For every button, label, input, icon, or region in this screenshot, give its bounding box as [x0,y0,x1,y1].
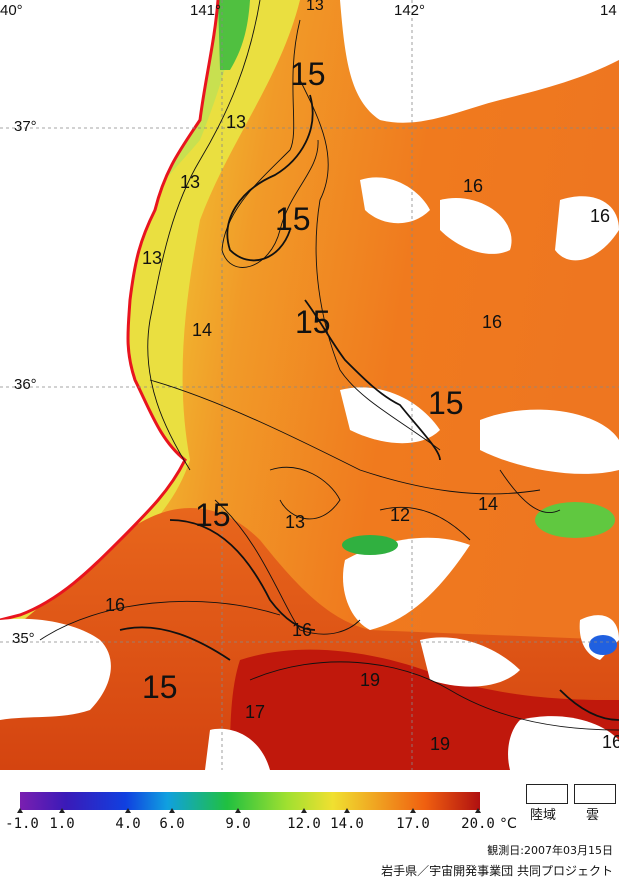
cold-eddy-east [535,502,615,538]
credit-line: 岩手県／宇宙開発事業団 共同プロジェクト [381,864,613,878]
latitude-label: 36° [14,376,37,393]
land-key-swatch [526,784,568,804]
scale-tick-mark [410,808,416,813]
honshu-land [0,0,218,620]
longitude-label: 141° [190,2,222,19]
isotherm-lines [39,0,619,731]
legend: -1.0 1.0 4.0 6.0 9.0 12.0 14.0 17.0 20.0… [0,770,619,881]
contour-label: 14 [192,320,212,340]
scale-tick-mark [235,808,241,813]
contour-label: 15 [295,304,331,340]
contour-label: 15 [428,385,464,421]
contour-label: 13 [226,112,246,132]
longitude-label: 14 [600,2,617,19]
contour-label: 17 [245,702,265,722]
cloud-key-label: 雲 [586,808,600,823]
latitude-label: 35° [12,630,35,647]
scale-tick-label: 1.0 [49,816,75,832]
cloud-key-swatch [574,784,616,804]
contour-labels: 13 15 13 13 13 15 16 16 13 14 15 16 15 1… [105,0,619,754]
scale-tick-label: 6.0 [159,816,185,832]
scale-tick-label: 20.0 [461,816,495,832]
latitude-label: 37° [14,118,37,135]
contour-label: 14 [478,494,498,514]
scale-tick-mark [344,808,350,813]
peninsula-land [0,618,111,720]
scale-tick-mark [125,808,131,813]
cold-eddy [342,535,398,555]
contour-label: 12 [390,505,410,525]
scale-tick-mark [169,808,175,813]
contour-label: 15 [195,497,231,533]
contour-label: 19 [430,734,450,754]
contour-label: 16 [590,206,610,226]
sea-surface-temperature-map: 13 15 13 13 13 15 16 16 13 14 15 16 15 1… [0,0,619,770]
contour-label: 16 [105,595,125,615]
scale-tick-label: -1.0 [5,816,39,832]
scale-tick-mark [301,808,307,813]
color-scale-bar [20,792,480,810]
scale-tick-mark [17,808,23,813]
coastline [0,0,220,622]
observation-date: 観測日:2007年03月15日 [487,844,613,857]
contour-label: 13 [306,0,324,14]
contour-label: 16 [482,312,502,332]
cloud-masks [205,0,619,770]
graticule [0,0,619,770]
scale-tick-mark [475,808,481,813]
contour-label: 13 [180,172,200,192]
blue-cold-spot [589,635,617,655]
scale-tick-label: 4.0 [115,816,141,832]
scale-tick-label: 14.0 [330,816,364,832]
bold-isotherm-lines [119,94,619,721]
contour-label: 16 [292,620,312,640]
scale-tick-label: 17.0 [396,816,430,832]
land-key-label: 陸域 [530,808,557,823]
scale-tick-mark [59,808,65,813]
contour-label: 15 [290,56,326,92]
contour-label: 16 [602,732,619,752]
contour-label: 16 [463,176,483,196]
contour-label: 19 [360,670,380,690]
contour-label: 15 [275,201,311,237]
longitude-label: 142° [394,2,426,19]
coastal-green-top [218,0,250,70]
scale-tick-label: 12.0 [287,816,321,832]
contour-label: 13 [142,248,162,268]
unit-label: °C [500,816,517,832]
longitude-label: 40° [0,2,23,19]
contour-label: 13 [285,512,305,532]
scale-tick-label: 9.0 [225,816,251,832]
contour-label: 15 [142,669,178,705]
